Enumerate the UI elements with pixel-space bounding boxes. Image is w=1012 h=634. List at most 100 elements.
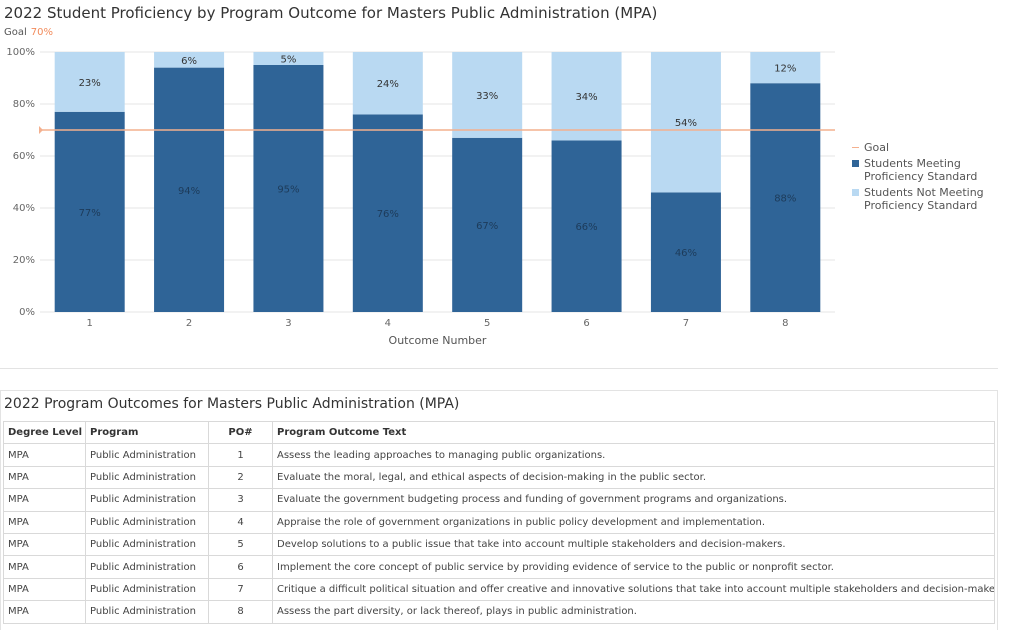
table-row: MPA Public Administration 4 Appraise the ro… xyxy=(3,510,995,534)
chart-legend: Goal Students Meeting Proficiency Standa… xyxy=(851,141,1001,215)
bar-meeting xyxy=(54,111,125,312)
cell-po-number: 7 xyxy=(208,577,273,602)
cell-program: Public Administration xyxy=(85,577,209,602)
cell-outcome-text: Develop solutions to a public issue that… xyxy=(272,532,995,557)
table-row: MPA Public Administration 2 Evaluate the mo… xyxy=(3,465,995,490)
data-label-meeting: 76% xyxy=(377,209,399,220)
legend-item-not-meeting[interactable]: Students Not Meeting Proficiency Standar… xyxy=(851,186,1001,212)
cell-outcome-text: Implement the core concept of public ser… xyxy=(272,555,995,579)
cell-po-number: 3 xyxy=(208,488,273,512)
x-tick-label: 2 xyxy=(186,318,192,329)
data-label-not-meeting: 6% xyxy=(181,56,197,67)
goal-caption-label: Goal xyxy=(4,27,27,38)
x-tick-label: 6 xyxy=(583,318,589,329)
bar-not-meeting xyxy=(750,52,821,84)
bar-meeting xyxy=(551,140,622,312)
cell-program: Public Administration xyxy=(85,555,209,579)
cell-outcome-text: Assess the leading approaches to managin… xyxy=(272,443,995,467)
legend-meeting-swatch xyxy=(852,160,859,167)
cell-program: Public Administration xyxy=(85,532,209,557)
bar-not-meeting xyxy=(452,52,523,138)
cell-outcome-text: Assess the part diversity, or lack there… xyxy=(272,600,995,624)
table-row: MPA Public Administration 7 Critique a diff… xyxy=(3,577,995,602)
y-tick-label: 60% xyxy=(13,151,35,162)
data-label-not-meeting: 34% xyxy=(575,92,597,103)
cell-program: Public Administration xyxy=(85,510,209,534)
bar-not-meeting xyxy=(154,52,225,68)
goal-caption: Goal 70% xyxy=(4,27,53,38)
data-label-not-meeting: 12% xyxy=(774,64,796,75)
x-tick-label: 7 xyxy=(683,318,689,329)
cell-degree-level: MPA xyxy=(3,443,86,467)
bar-meeting xyxy=(452,137,523,312)
table-body: MPA Public Administration 1 Assess the lead… xyxy=(3,443,995,624)
data-label-not-meeting: 54% xyxy=(675,118,697,129)
header-po-number[interactable]: PO# xyxy=(208,420,273,445)
x-tick-label: 5 xyxy=(484,318,490,329)
header-degree-level[interactable]: Degree Level xyxy=(3,420,86,445)
table-row: MPA Public Administration 8 Assess the part… xyxy=(3,600,995,624)
table-row: MPA Public Administration 6 Implement the c… xyxy=(3,555,995,579)
bar-meeting xyxy=(154,67,225,312)
y-tick-label: 100% xyxy=(6,47,35,58)
chart-title: 2022 Student Proficiency by Program Outc… xyxy=(4,4,658,22)
cell-degree-level: MPA xyxy=(3,532,86,557)
cell-program: Public Administration xyxy=(85,488,209,512)
bar-not-meeting xyxy=(54,52,125,112)
y-tick-label: 80% xyxy=(13,99,35,110)
cell-po-number: 5 xyxy=(208,532,273,557)
legend-meeting-label: Students Meeting Proficiency Standard xyxy=(864,157,978,183)
legend-item-goal[interactable]: Goal xyxy=(851,141,1001,154)
bar-not-meeting xyxy=(253,52,324,65)
bar-not-meeting xyxy=(352,52,423,115)
legend-not-meeting-swatch xyxy=(852,189,859,196)
data-label-meeting: 77% xyxy=(79,208,101,219)
cell-degree-level: MPA xyxy=(3,488,86,512)
x-tick-label: 8 xyxy=(782,318,788,329)
cell-outcome-text: Critique a difficult political situation… xyxy=(272,577,995,602)
data-label-meeting: 88% xyxy=(774,194,796,205)
data-label-not-meeting: 5% xyxy=(281,55,297,66)
data-label-meeting: 95% xyxy=(277,185,299,196)
cell-po-number: 8 xyxy=(208,600,273,624)
cell-po-number: 1 xyxy=(208,443,273,467)
table-row: MPA Public Administration 5 Develop solutio… xyxy=(3,532,995,557)
cell-outcome-text: Evaluate the moral, legal, and ethical a… xyxy=(272,465,995,490)
data-label-meeting: 94% xyxy=(178,186,200,197)
bar-meeting xyxy=(750,83,821,312)
legend-not-meeting-label: Students Not Meeting Proficiency Standar… xyxy=(864,186,984,212)
goal-marker-icon xyxy=(39,126,43,134)
header-program[interactable]: Program xyxy=(85,420,209,445)
cell-outcome-text: Appraise the role of government organiza… xyxy=(272,510,995,534)
y-tick-label: 20% xyxy=(13,255,35,266)
cell-degree-level: MPA xyxy=(3,510,86,534)
cell-po-number: 2 xyxy=(208,465,273,490)
legend-item-meeting[interactable]: Students Meeting Proficiency Standard xyxy=(851,157,1001,183)
data-label-not-meeting: 23% xyxy=(79,78,101,89)
legend-goal-label: Goal xyxy=(864,141,890,154)
bar-meeting xyxy=(352,114,423,313)
bar-not-meeting xyxy=(650,52,721,193)
cell-program: Public Administration xyxy=(85,600,209,624)
program-outcomes-table: Degree Level Program PO# Program Outcome… xyxy=(3,420,995,624)
x-tick-label: 3 xyxy=(285,318,291,329)
cell-degree-level: MPA xyxy=(3,555,86,579)
y-tick-label: 0% xyxy=(19,307,35,318)
data-label-meeting: 66% xyxy=(575,222,597,233)
data-label-meeting: 46% xyxy=(675,248,697,259)
proficiency-chart: 0% 20% 40% 60% 80% 100% 77% 23% 1 94% 6% 2 95% 5% 3 76%… xyxy=(6,47,835,347)
cell-degree-level: MPA xyxy=(3,465,86,490)
x-tick-label: 1 xyxy=(87,318,93,329)
y-tick-label: 40% xyxy=(13,203,35,214)
cell-outcome-text: Evaluate the government budgeting proces… xyxy=(272,488,995,512)
table-row: MPA Public Administration 1 Assess the lead… xyxy=(3,443,995,467)
data-label-not-meeting: 24% xyxy=(377,79,399,90)
cell-degree-level: MPA xyxy=(3,600,86,624)
goal-caption-value: 70% xyxy=(30,27,54,38)
data-label-not-meeting: 33% xyxy=(476,91,498,102)
section-divider xyxy=(0,368,998,369)
cell-degree-level: MPA xyxy=(3,577,86,602)
header-outcome-text[interactable]: Program Outcome Text xyxy=(272,420,995,445)
x-axis-label: Outcome Number xyxy=(389,334,487,347)
table-row: MPA Public Administration 3 Evaluate the go… xyxy=(3,488,995,512)
